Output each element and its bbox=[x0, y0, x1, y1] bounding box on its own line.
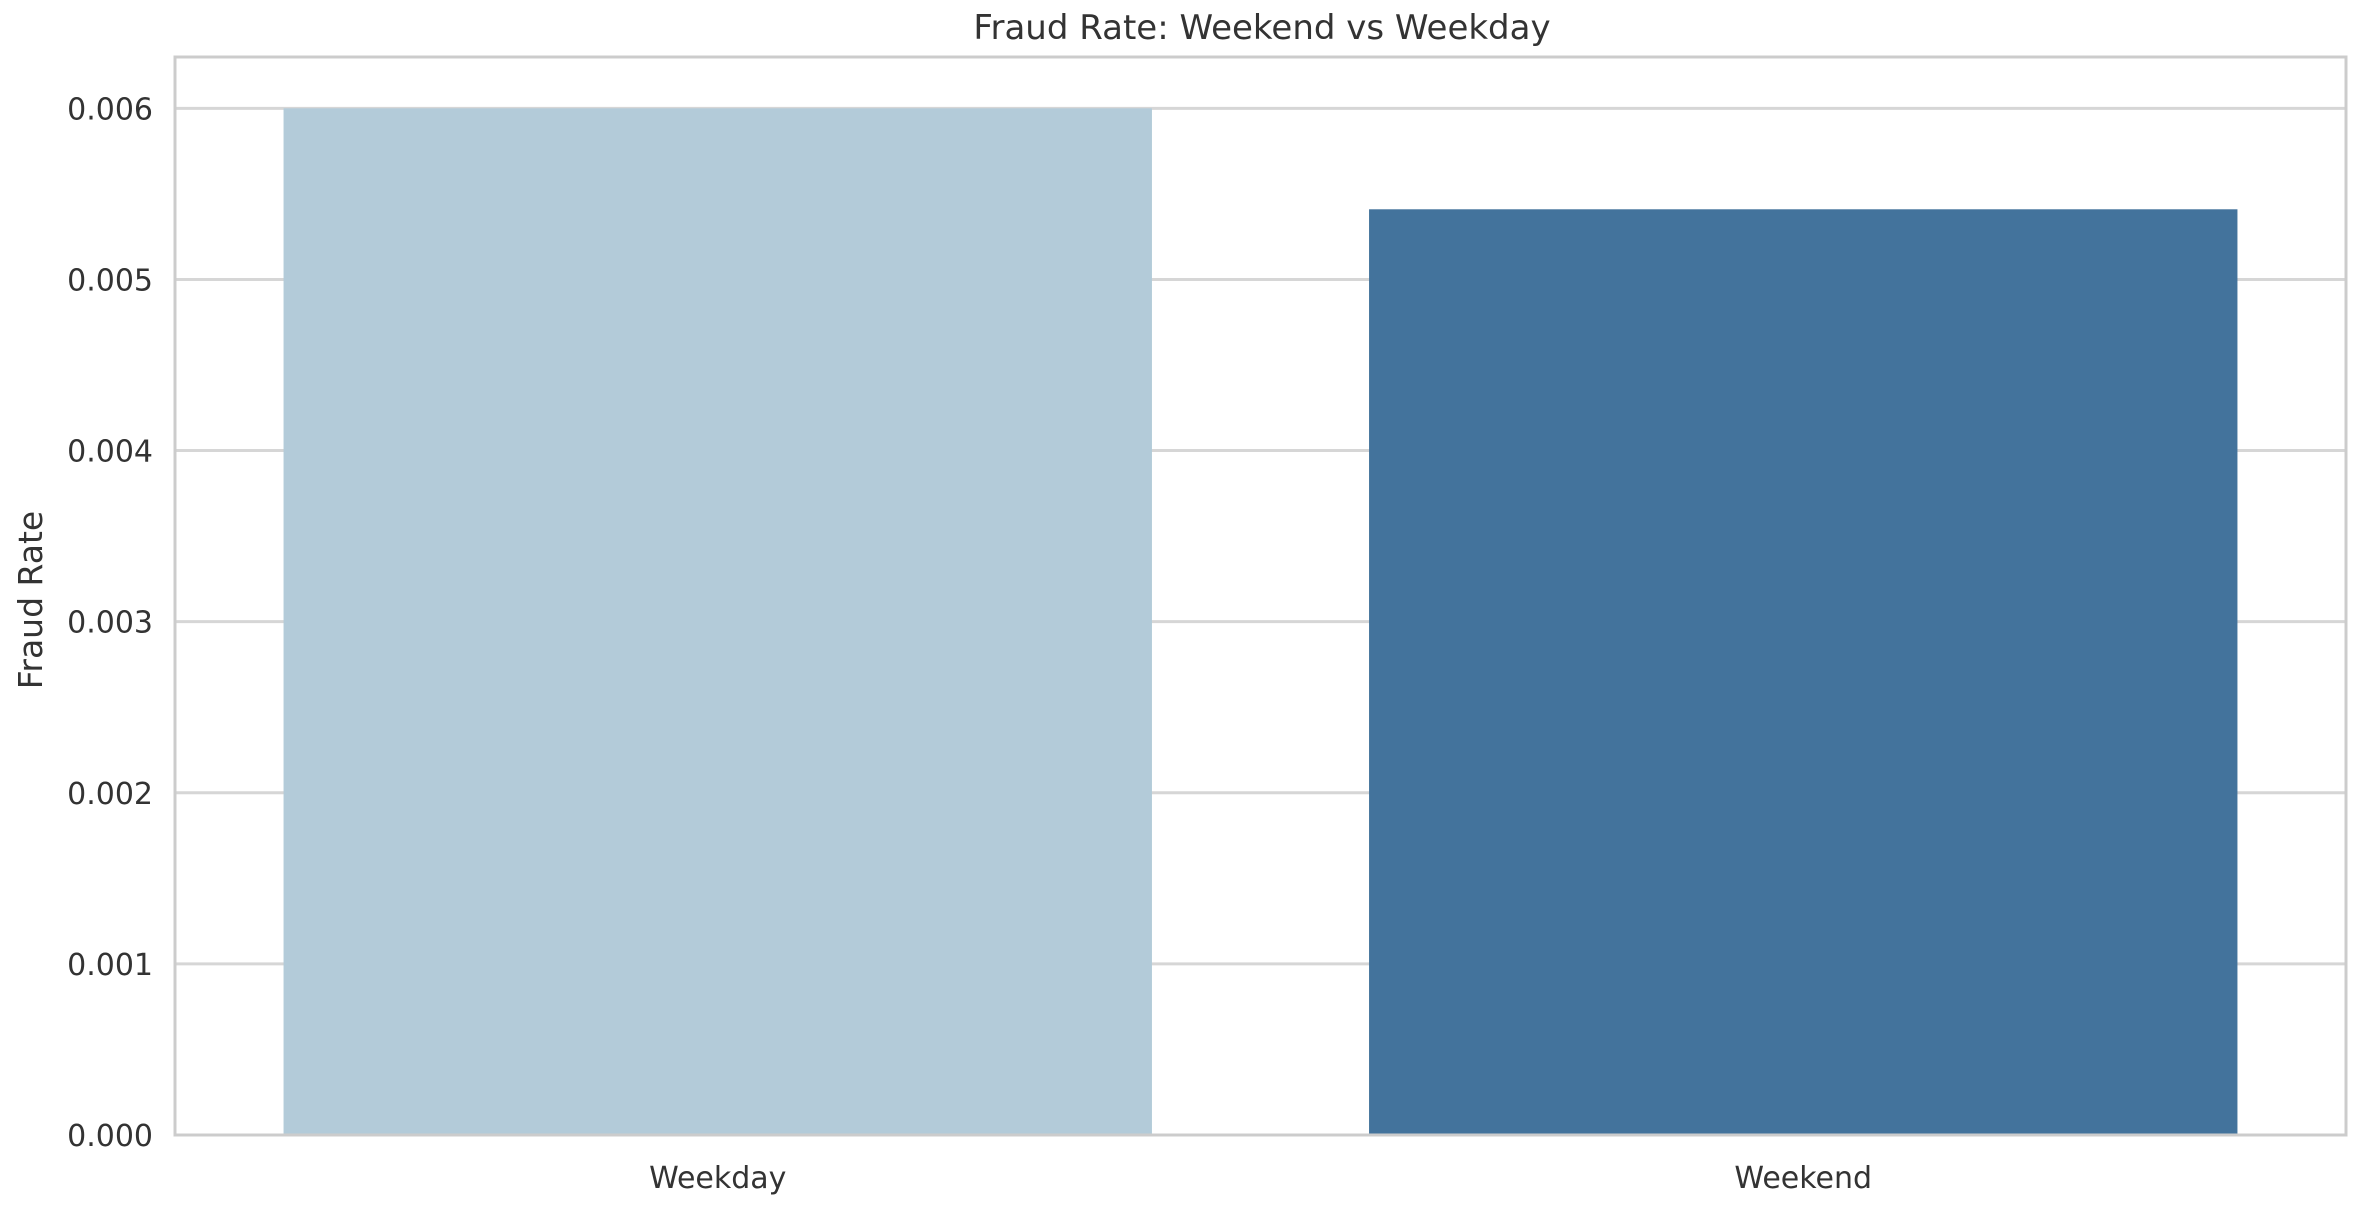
bar-weekday bbox=[283, 108, 1152, 1135]
bars bbox=[283, 108, 2238, 1136]
y-tick-labels: 0.000 0.001 0.002 0.003 0.004 0.005 0.006 bbox=[67, 92, 153, 1154]
y-tick-label: 0.004 bbox=[67, 435, 153, 470]
x-tick-label: Weekend bbox=[1734, 1161, 1872, 1196]
y-tick-label: 0.003 bbox=[67, 606, 153, 641]
y-tick-label: 0.000 bbox=[67, 1119, 153, 1154]
y-tick-label: 0.006 bbox=[67, 92, 153, 127]
y-tick-label: 0.002 bbox=[67, 777, 153, 812]
y-tick-label: 0.001 bbox=[67, 948, 153, 983]
y-tick-label: 0.005 bbox=[67, 263, 153, 298]
x-tick-label: Weekday bbox=[649, 1161, 786, 1196]
y-axis-label: Fraud Rate bbox=[11, 511, 50, 689]
bar-weekend bbox=[1369, 209, 2238, 1136]
x-tick-labels: Weekday Weekend bbox=[649, 1161, 1872, 1196]
plot-area-frame bbox=[173, 55, 2348, 1137]
chart-title: Fraud Rate: Weekend vs Weekday bbox=[973, 8, 1550, 48]
